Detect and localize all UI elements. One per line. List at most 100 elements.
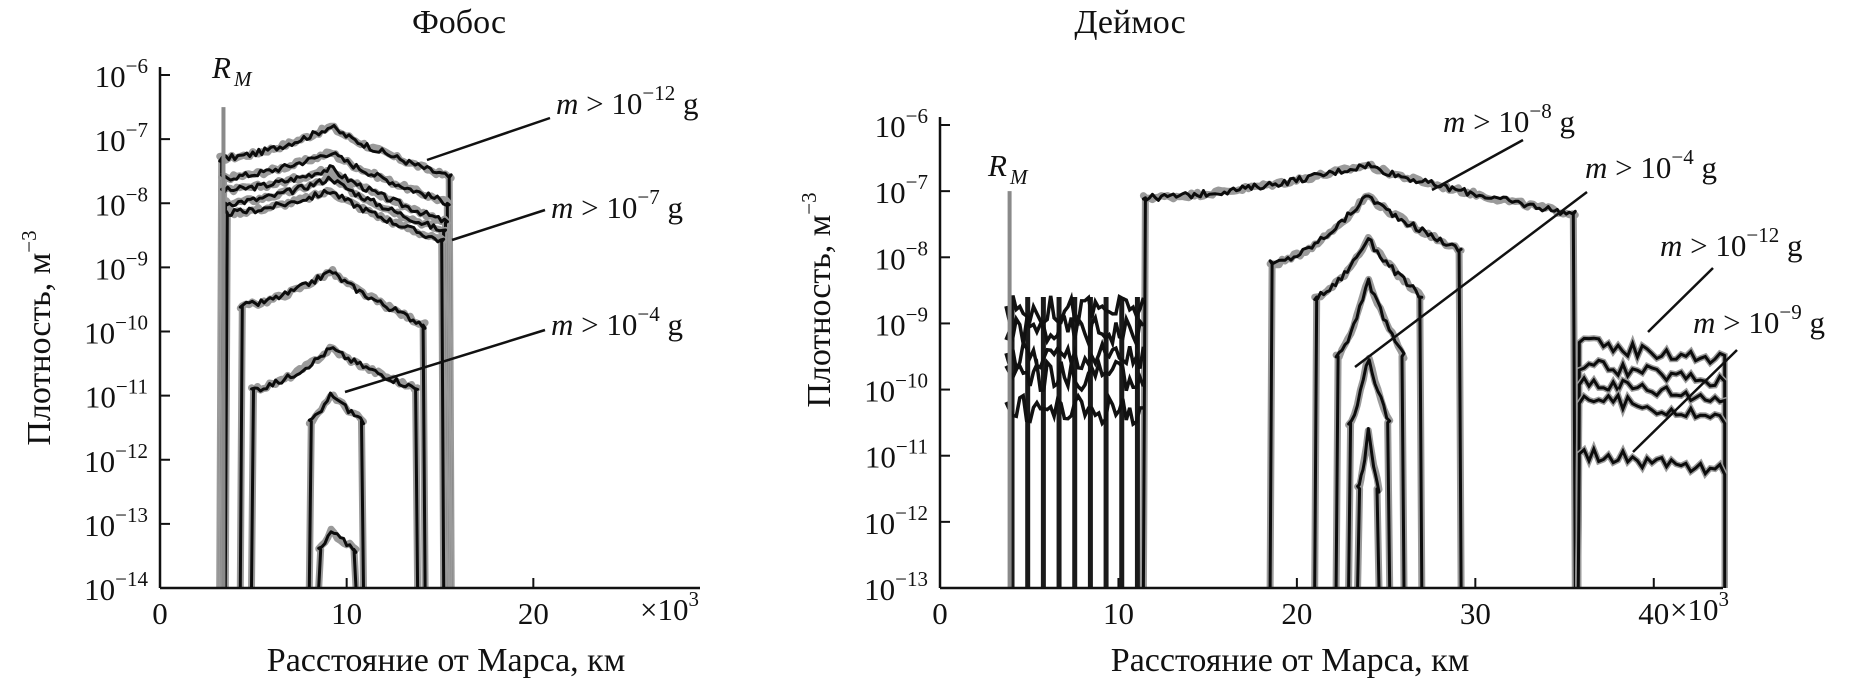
- ann-m: m: [551, 190, 573, 225]
- phobos-y-tick-label: 10−13: [84, 503, 148, 543]
- phobos-series-line: [317, 530, 358, 589]
- deimos-series-halo: [1345, 354, 1394, 589]
- phobos-xlabel: Расстояние от Марса, км: [267, 642, 625, 679]
- deimos-series-line: [1268, 194, 1463, 589]
- deimos-x-tick-label: 10: [1103, 596, 1134, 631]
- phobos-series-line: [220, 151, 451, 589]
- ann-rel: > 10: [1607, 150, 1671, 185]
- deimos-y-tick-label: 10−12: [864, 501, 928, 541]
- deimos-outer-band-line: [1576, 391, 1727, 589]
- phobos-series-line: [222, 175, 448, 589]
- deimos-y-tick-label: 10−13: [864, 567, 928, 607]
- deimos-annotation-4: m > 10−4 g: [1354, 145, 1717, 368]
- deimos-y-tick-label: 10−7: [875, 170, 928, 210]
- deimos-outer-band-line: [1576, 375, 1727, 589]
- ann-rel: > 10: [573, 190, 637, 225]
- phobos-series-halo: [236, 266, 429, 589]
- deimos-title: Деймос: [1074, 4, 1185, 41]
- deimos-rm-label-r: R: [987, 148, 1007, 183]
- ann-m: m: [1585, 150, 1607, 185]
- deimos-y-tick-label: 10−8: [875, 236, 928, 276]
- deimos-outer-band-line: [1576, 444, 1727, 589]
- deimos-y-tick-label: 10−10: [864, 369, 928, 409]
- ann-m: m: [551, 307, 573, 342]
- phobos-x-tick-label: 10: [331, 596, 362, 631]
- svg-text:m > 10−4 g: m > 10−4 g: [1585, 145, 1717, 185]
- deimos-y-tick-label: 10−11: [865, 435, 928, 475]
- ann-m: m: [1443, 104, 1465, 139]
- deimos-series-line: [1141, 161, 1577, 589]
- svg-text:m > 10−4 g: m > 10−4 g: [551, 302, 683, 342]
- ylabel-text: Плотность, м: [801, 215, 838, 408]
- svg-text:m > 10−7 g: m > 10−7 g: [551, 185, 683, 225]
- phobos-series-line: [223, 188, 446, 589]
- phobos-y-tick-label: 10−8: [95, 182, 148, 222]
- deimos-x-tick-label: 30: [1460, 596, 1491, 631]
- phobos-annotation-4: m > 10−4 g: [344, 302, 683, 394]
- deimos-series-line: [1347, 358, 1392, 589]
- x-mult-exp: 3: [688, 587, 699, 611]
- phobos-axes: 10−610−710−810−910−1010−1110−1210−1310−1…: [84, 54, 700, 631]
- ann-unit: g: [1552, 104, 1575, 139]
- deimos-xlabel: Расстояние от Марса, км: [1111, 642, 1469, 679]
- phobos-series-halo: [218, 165, 451, 589]
- phobos-y-tick-label: 10−6: [95, 54, 148, 94]
- ylabel-text: Плотность, м: [21, 253, 58, 446]
- phobos-series-line: [250, 346, 420, 589]
- ann-unit: g: [660, 307, 683, 342]
- ann-unit: g: [675, 86, 698, 121]
- deimos-inner-band-line: [1004, 356, 1146, 393]
- svg-text:m > 10−8 g: m > 10−8 g: [1443, 99, 1575, 139]
- deimos-rm-label: R M: [987, 148, 1029, 189]
- phobos-y-tick-label: 10−9: [95, 246, 148, 286]
- phobos-series-line: [220, 164, 449, 589]
- deimos-x-multiplier: ×103: [1670, 587, 1729, 627]
- phobos-rm-label-sub: M: [233, 67, 253, 91]
- ann-m: m: [556, 86, 578, 121]
- phobos-y-tick-label: 10−14: [84, 567, 148, 607]
- phobos-leader-line: [426, 116, 551, 162]
- phobos-y-tick-label: 10−7: [95, 118, 148, 158]
- x-mult-exp: 3: [1718, 587, 1729, 611]
- deimos-outer-band-halo: [1575, 388, 1728, 589]
- deimos-series-line: [1356, 427, 1381, 589]
- svg-text:m > 10−9 g: m > 10−9 g: [1693, 300, 1825, 340]
- phobos-series-halo: [315, 525, 360, 589]
- ann-exp: −8: [1529, 99, 1551, 123]
- deimos-inner-band-line: [1004, 291, 1146, 327]
- deimos-series-group: [1004, 160, 1728, 589]
- deimos-ylabel: Плотность, м−3: [797, 192, 838, 407]
- phobos-panel: Фобос 10−610−710−810−910−1010−1110−1210−…: [17, 4, 700, 679]
- phobos-rm-label: R M: [211, 50, 253, 91]
- svg-text:m > 10−12 g: m > 10−12 g: [556, 81, 698, 121]
- x-mult-base: ×10: [1670, 592, 1718, 627]
- ann-exp: −7: [637, 185, 659, 209]
- phobos-rm-label-r: R: [211, 50, 231, 85]
- phobos-title: Фобос: [412, 4, 506, 41]
- ylabel-exp: −3: [797, 192, 821, 214]
- phobos-ylabel: Плотность, м−3: [17, 230, 58, 445]
- ann-rel: > 10: [1682, 228, 1746, 263]
- deimos-series-line: [1334, 277, 1406, 589]
- deimos-rm-label-sub: M: [1009, 165, 1029, 189]
- ann-rel: > 10: [573, 307, 637, 342]
- ann-exp: −9: [1779, 300, 1801, 324]
- deimos-outer-band-line: [1576, 336, 1727, 589]
- deimos-x-tick-label: 0: [932, 596, 948, 631]
- deimos-x-tick-label: 40: [1638, 596, 1669, 631]
- deimos-leader-line: [1354, 191, 1588, 368]
- phobos-leader-line: [451, 208, 546, 242]
- deimos-leader-line: [1632, 349, 1738, 453]
- ann-unit: g: [1802, 305, 1825, 340]
- deimos-inner-band-line: [1004, 392, 1144, 428]
- phobos-y-tick-label: 10−12: [84, 439, 148, 479]
- ann-rel: > 10: [1465, 104, 1529, 139]
- ann-m: m: [1660, 228, 1682, 263]
- phobos-y-tick-label: 10−10: [84, 311, 148, 351]
- deimos-outer-band-line: [1576, 358, 1727, 589]
- phobos-leader-line: [344, 328, 546, 394]
- deimos-y-tick-label: 10−6: [875, 104, 928, 144]
- deimos-series-halo: [1354, 427, 1383, 589]
- phobos-series-group: [216, 107, 455, 589]
- phobos-series-line: [238, 269, 427, 589]
